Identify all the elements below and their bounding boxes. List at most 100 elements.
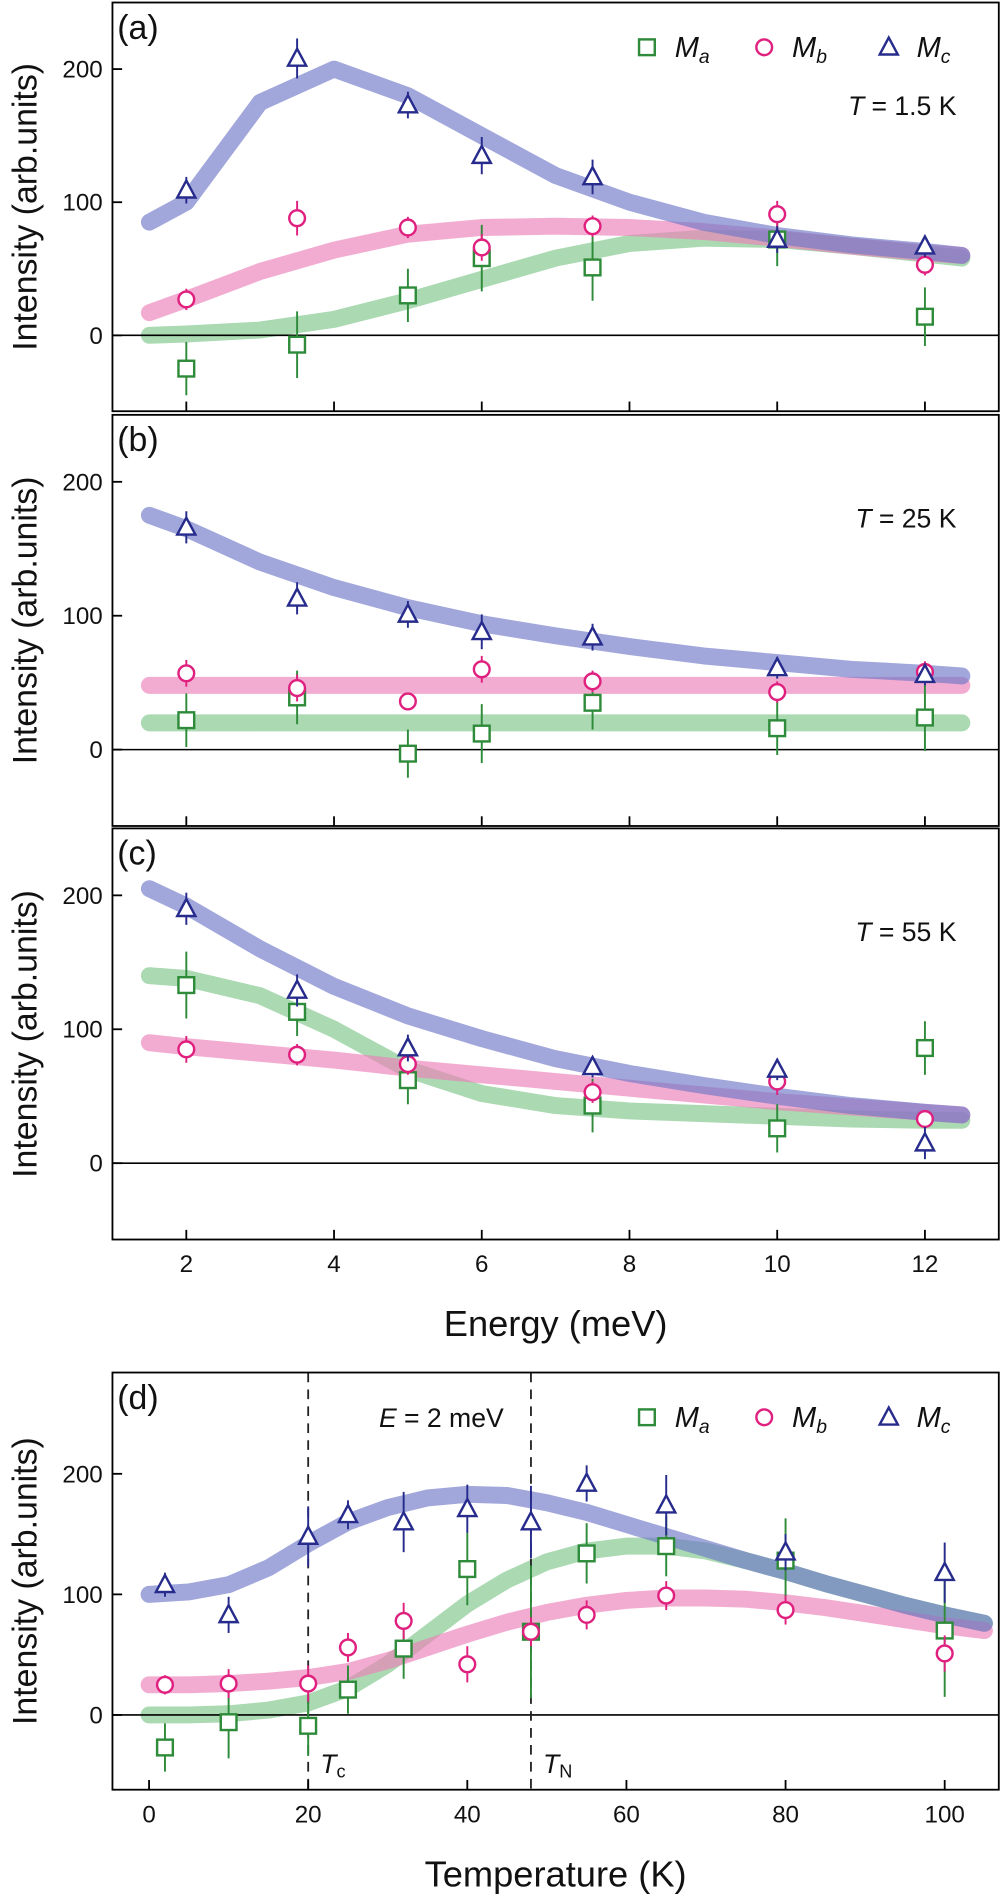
fit-curve — [140, 60, 971, 264]
marker-triangle — [217, 1602, 240, 1624]
marker-square — [583, 693, 602, 712]
marker-triangle — [655, 1492, 678, 1514]
marker-square — [915, 1038, 934, 1058]
x-tick-label: 8 — [623, 1251, 636, 1278]
line-label: TN — [543, 1749, 572, 1782]
legend-marker — [755, 1408, 774, 1427]
label-sub: N — [559, 1762, 572, 1782]
marker-triangle — [396, 1035, 419, 1057]
x-tick-label: 20 — [295, 1801, 322, 1828]
plot-frame — [111, 1371, 1000, 1791]
marker-triangle — [456, 1496, 479, 1518]
y-tick-label: 200 — [62, 57, 102, 84]
marker-triangle — [175, 177, 198, 199]
marker-triangle — [913, 1130, 937, 1152]
legend-sub: b — [816, 1416, 827, 1438]
marker-triangle — [286, 46, 309, 67]
label-symbol: T — [543, 1749, 561, 1779]
marker-triangle — [396, 602, 419, 623]
marker-circle — [288, 209, 307, 228]
marker-circle — [472, 660, 491, 679]
marker-triangle — [175, 515, 198, 536]
legend-label: Mc — [917, 32, 951, 68]
panel-label: (b) — [117, 421, 158, 459]
y-tick-label: 0 — [89, 323, 102, 350]
y-tick-label: 0 — [89, 1151, 102, 1178]
marker-triangle — [470, 619, 493, 641]
marker-circle — [657, 1586, 676, 1605]
marker-square — [768, 1119, 787, 1138]
plot-frame — [111, 1, 1000, 413]
plot-frame — [111, 413, 1000, 827]
marker-circle — [177, 290, 196, 309]
marker-triangle — [470, 143, 493, 165]
marker-circle — [768, 682, 787, 702]
marker-triangle — [913, 662, 937, 684]
marker-square — [219, 1713, 238, 1732]
y-tick-label: 0 — [89, 737, 102, 764]
annotation-symbol: T — [855, 503, 873, 533]
marker-square — [458, 1559, 477, 1579]
plot-frame — [111, 827, 1000, 1241]
marker-square — [398, 744, 417, 763]
annotation-symbol: E — [379, 1403, 397, 1433]
marker-triangle — [175, 896, 198, 918]
marker-circle — [915, 1109, 934, 1129]
marker-triangle — [336, 1502, 360, 1524]
y-axis-label: Intensity (arb.units) — [6, 63, 44, 351]
legend-label: Ma — [675, 1402, 710, 1438]
marker-triangle — [519, 1509, 543, 1531]
x-tick-label: 12 — [911, 1251, 938, 1278]
y-tick-label: 100 — [62, 1582, 102, 1609]
marker-triangle — [766, 227, 789, 248]
marker-square — [177, 976, 196, 995]
fit-curve — [140, 967, 971, 1129]
x-axis-label: Energy (meV) — [444, 1303, 668, 1344]
marker-square — [288, 335, 307, 354]
x-tick-label: 80 — [772, 1801, 799, 1828]
marker-square — [398, 286, 417, 305]
legend-name: M — [917, 32, 942, 64]
annotation-symbol: T — [855, 917, 873, 947]
marker-square — [155, 1738, 175, 1757]
marker-circle — [338, 1638, 358, 1657]
marker-triangle — [396, 92, 419, 114]
x-tick-label: 10 — [764, 1251, 791, 1278]
marker-square — [915, 708, 934, 727]
legend-label: Ma — [675, 32, 710, 68]
marker-triangle — [766, 655, 789, 677]
legend-name: M — [675, 32, 700, 64]
legend-name: M — [792, 1402, 817, 1434]
legend-marker — [637, 1408, 656, 1427]
marker-triangle — [153, 1572, 177, 1594]
legend-name: M — [917, 1402, 942, 1434]
x-axis-label: Temperature (K) — [425, 1853, 687, 1894]
legend-name: M — [792, 32, 817, 64]
marker-circle — [288, 678, 307, 698]
marker-circle — [394, 1611, 413, 1630]
marker-circle — [521, 1622, 541, 1641]
annotation-text: = 1.5 K — [871, 91, 956, 121]
y-tick-label: 100 — [62, 1017, 102, 1044]
marker-square — [472, 724, 491, 743]
marker-triangle — [575, 1471, 598, 1492]
marker-square — [768, 719, 787, 738]
legend-sub: a — [699, 46, 710, 68]
y-axis-label: Intensity (arb.units) — [6, 477, 44, 765]
y-tick-label: 0 — [89, 1702, 102, 1729]
legend-marker — [637, 38, 656, 57]
marker-circle — [583, 672, 602, 691]
marker-triangle — [774, 1539, 797, 1561]
y-tick-label: 200 — [62, 883, 102, 910]
x-tick-label: 4 — [327, 1251, 340, 1278]
legend-label: Mc — [917, 1402, 951, 1438]
marker-triangle — [392, 1509, 415, 1531]
legend-label: Mb — [792, 32, 827, 68]
fit-curve — [140, 1485, 993, 1632]
line-label: Tc — [320, 1749, 345, 1782]
marker-circle — [155, 1675, 175, 1694]
annotation: T = 55 K — [855, 917, 956, 947]
y-tick-label: 200 — [62, 1461, 102, 1488]
marker-circle — [915, 255, 934, 274]
